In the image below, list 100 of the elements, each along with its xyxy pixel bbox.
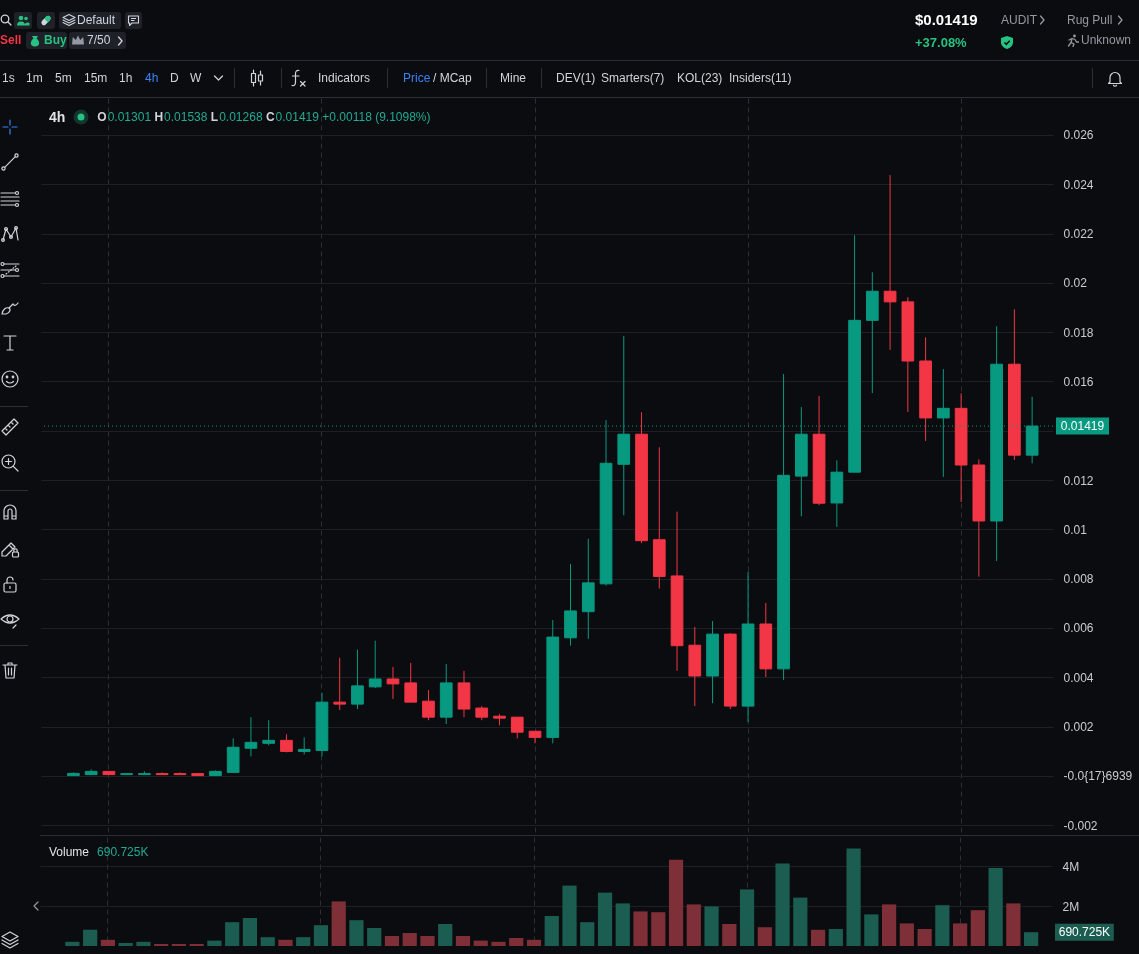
bar xyxy=(455,936,471,946)
text: KOL(23) xyxy=(677,71,723,85)
bar xyxy=(864,914,879,946)
y-tick-label: 0.012 xyxy=(1063,473,1094,488)
text: O0.01301 H0.01538 L0.01268 C0.01419 +0.00118 (9.1098%) xyxy=(97,110,431,124)
text: Price xyxy=(403,71,431,85)
bar xyxy=(1006,903,1021,946)
bar xyxy=(278,939,293,946)
y-tick-label: 0.006 xyxy=(1063,621,1094,636)
text: Sell xyxy=(0,33,22,47)
bar xyxy=(580,922,595,946)
candlestick xyxy=(351,649,364,710)
bar xyxy=(118,943,133,946)
bar xyxy=(313,925,329,946)
text: 4h xyxy=(49,109,66,125)
bar xyxy=(207,940,222,946)
bar xyxy=(384,936,400,946)
bar xyxy=(775,863,790,946)
candlestick xyxy=(422,689,435,721)
candlestick xyxy=(244,716,258,757)
text: D xyxy=(170,71,179,85)
y-tick-label: 0.008 xyxy=(1063,572,1094,587)
text: Buy xyxy=(44,33,67,47)
bar xyxy=(597,892,613,946)
bar xyxy=(136,941,151,946)
bar xyxy=(438,924,453,946)
bar xyxy=(544,916,559,946)
text: 1h xyxy=(119,71,133,85)
text: W xyxy=(190,71,202,85)
annotation: 690.725K xyxy=(97,845,149,859)
y-tick-label: 0.02 xyxy=(1063,276,1088,291)
bar xyxy=(633,911,648,946)
y-tick-label: 0.018 xyxy=(1063,325,1094,340)
bar xyxy=(296,937,311,946)
text: 4h xyxy=(145,71,159,85)
candlestick xyxy=(333,657,347,711)
bar xyxy=(100,939,115,946)
candlestick xyxy=(262,719,276,746)
text: +37.08% xyxy=(915,34,967,50)
bar xyxy=(935,905,950,946)
bar xyxy=(367,928,382,946)
y-tick-label: 0.022 xyxy=(1063,227,1094,242)
y-tick-label: 0.016 xyxy=(1063,374,1094,389)
text: DEV(1) xyxy=(556,71,596,85)
bar xyxy=(970,910,985,946)
bar xyxy=(917,929,932,946)
text: Default xyxy=(77,13,116,27)
text: 1m xyxy=(26,71,43,85)
candlestick xyxy=(368,640,382,689)
text: 7/50 xyxy=(87,33,111,47)
bar xyxy=(349,920,364,946)
bar xyxy=(668,859,684,946)
bar xyxy=(526,939,542,946)
bar xyxy=(651,912,666,946)
bar xyxy=(739,889,755,946)
bar xyxy=(988,868,1003,946)
bar xyxy=(1024,932,1039,946)
y-tick-label: 0.01 xyxy=(1063,522,1088,537)
bar xyxy=(686,904,701,946)
y-tick-label: 0.026 xyxy=(1063,128,1094,143)
bar xyxy=(615,903,630,946)
bar xyxy=(242,918,258,946)
text: Unknown xyxy=(1081,33,1132,47)
candlestick xyxy=(883,174,897,351)
bar xyxy=(722,924,737,946)
text: AUDIT xyxy=(1001,13,1037,27)
y-tick-label: 2M xyxy=(1062,899,1080,914)
bar xyxy=(491,941,506,946)
bar xyxy=(757,927,772,946)
bar xyxy=(260,937,275,946)
bar xyxy=(331,901,346,946)
candlestick xyxy=(386,666,400,700)
bar xyxy=(810,929,826,946)
text: Rug Pull xyxy=(1067,13,1113,27)
text: Insiders(11) xyxy=(729,71,792,85)
text: 1s xyxy=(2,71,15,85)
y-tick-label: 0.002 xyxy=(1063,720,1094,735)
bar xyxy=(704,906,719,946)
bar xyxy=(953,923,968,946)
y-tick-label: -0.0{17}6939 xyxy=(1063,769,1133,784)
bar xyxy=(846,848,861,946)
bar xyxy=(65,941,80,946)
text: 15m xyxy=(84,71,108,85)
bar xyxy=(562,885,577,946)
bar xyxy=(793,897,808,946)
bar xyxy=(225,922,240,946)
text: Indicators xyxy=(318,71,371,85)
y-tick-label: 0.004 xyxy=(1063,670,1094,685)
text: $0.01419 xyxy=(915,10,978,28)
text: 5m xyxy=(55,71,72,85)
y-tick-label: 0.024 xyxy=(1063,177,1094,192)
bar xyxy=(509,938,524,946)
text: Smarters(7) xyxy=(601,71,665,85)
y-tick-label: -0.002 xyxy=(1063,818,1098,833)
text: Mine xyxy=(500,71,527,85)
bar xyxy=(420,936,435,946)
bar xyxy=(899,923,914,946)
bar xyxy=(881,904,897,946)
text: / MCap xyxy=(433,71,472,85)
bar xyxy=(473,940,488,946)
